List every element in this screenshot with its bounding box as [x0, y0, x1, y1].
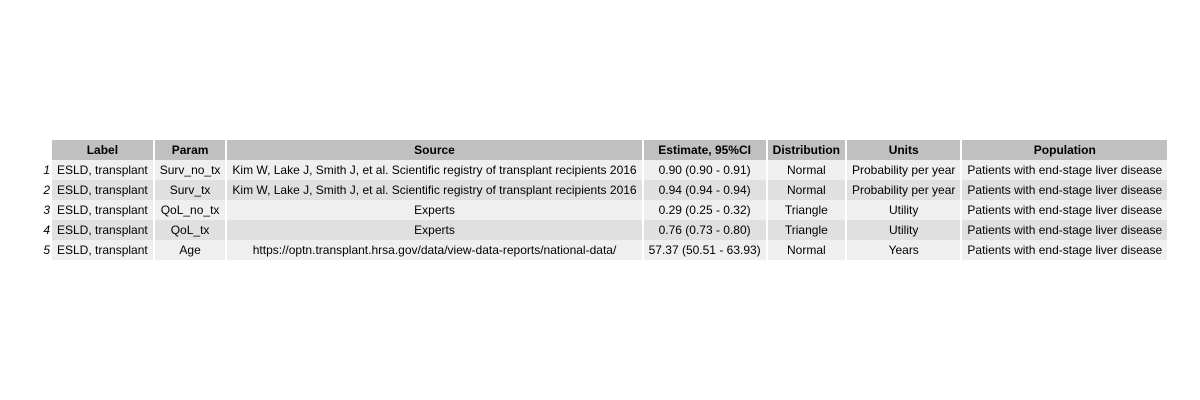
row-number: 3	[40, 200, 50, 220]
cell-population: Patients with end-stage liver disease	[962, 180, 1168, 200]
cell-population: Patients with end-stage liver disease	[962, 160, 1168, 180]
cell-source: https://optn.transplant.hrsa.gov/data/vi…	[227, 240, 642, 260]
cell-source: Kim W, Lake J, Smith J, et al. Scientifi…	[227, 160, 642, 180]
table-row: 5 ESLD, transplant Age https://optn.tran…	[40, 240, 1168, 260]
column-header-param: Param	[154, 140, 226, 160]
cell-estimate: 0.76 (0.73 - 0.80)	[643, 220, 766, 240]
table-row: 2 ESLD, transplant Surv_tx Kim W, Lake J…	[40, 180, 1168, 200]
column-header-distribution: Distribution	[767, 140, 845, 160]
cell-population: Patients with end-stage liver disease	[962, 220, 1168, 240]
cell-distribution: Normal	[767, 240, 845, 260]
column-header-label: Label	[52, 140, 153, 160]
cell-param: QoL_tx	[154, 220, 226, 240]
cell-units: Probability per year	[847, 160, 961, 180]
column-header-population: Population	[962, 140, 1168, 160]
cell-population: Patients with end-stage liver disease	[962, 240, 1168, 260]
cell-label: ESLD, transplant	[52, 240, 153, 260]
table-header: Label Param Source Estimate, 95%CI Distr…	[40, 140, 1168, 160]
cell-distribution: Normal	[767, 160, 845, 180]
cell-label: ESLD, transplant	[52, 200, 153, 220]
parameter-table: Label Param Source Estimate, 95%CI Distr…	[38, 140, 1169, 260]
cell-estimate: 57.37 (50.51 - 63.93)	[643, 240, 766, 260]
row-number: 5	[40, 240, 50, 260]
cell-distribution: Triangle	[767, 220, 845, 240]
column-header-estimate: Estimate, 95%CI	[643, 140, 766, 160]
table-row: 4 ESLD, transplant QoL_tx Experts 0.76 (…	[40, 220, 1168, 240]
cell-units: Utility	[847, 200, 961, 220]
cell-estimate: 0.90 (0.90 - 0.91)	[643, 160, 766, 180]
row-number: 2	[40, 180, 50, 200]
cell-estimate: 0.94 (0.94 - 0.94)	[643, 180, 766, 200]
cell-label: ESLD, transplant	[52, 160, 153, 180]
cell-source: Experts	[227, 200, 642, 220]
cell-units: Years	[847, 240, 961, 260]
cell-distribution: Normal	[767, 180, 845, 200]
cell-source: Kim W, Lake J, Smith J, et al. Scientifi…	[227, 180, 642, 200]
column-header-source: Source	[227, 140, 642, 160]
row-number: 4	[40, 220, 50, 240]
cell-population: Patients with end-stage liver disease	[962, 200, 1168, 220]
cell-label: ESLD, transplant	[52, 220, 153, 240]
table-row: 3 ESLD, transplant QoL_no_tx Experts 0.2…	[40, 200, 1168, 220]
parameter-table-container: Label Param Source Estimate, 95%CI Distr…	[38, 140, 1169, 260]
cell-distribution: Triangle	[767, 200, 845, 220]
column-header-units: Units	[847, 140, 961, 160]
cell-source: Experts	[227, 220, 642, 240]
cell-label: ESLD, transplant	[52, 180, 153, 200]
cell-param: Surv_no_tx	[154, 160, 226, 180]
row-number: 1	[40, 160, 50, 180]
cell-param: Age	[154, 240, 226, 260]
table-row: 1 ESLD, transplant Surv_no_tx Kim W, Lak…	[40, 160, 1168, 180]
row-number-header	[40, 140, 50, 160]
cell-estimate: 0.29 (0.25 - 0.32)	[643, 200, 766, 220]
cell-param: Surv_tx	[154, 180, 226, 200]
header-row: Label Param Source Estimate, 95%CI Distr…	[40, 140, 1168, 160]
table-body: 1 ESLD, transplant Surv_no_tx Kim W, Lak…	[40, 160, 1168, 260]
cell-units: Probability per year	[847, 180, 961, 200]
cell-param: QoL_no_tx	[154, 200, 226, 220]
cell-units: Utility	[847, 220, 961, 240]
